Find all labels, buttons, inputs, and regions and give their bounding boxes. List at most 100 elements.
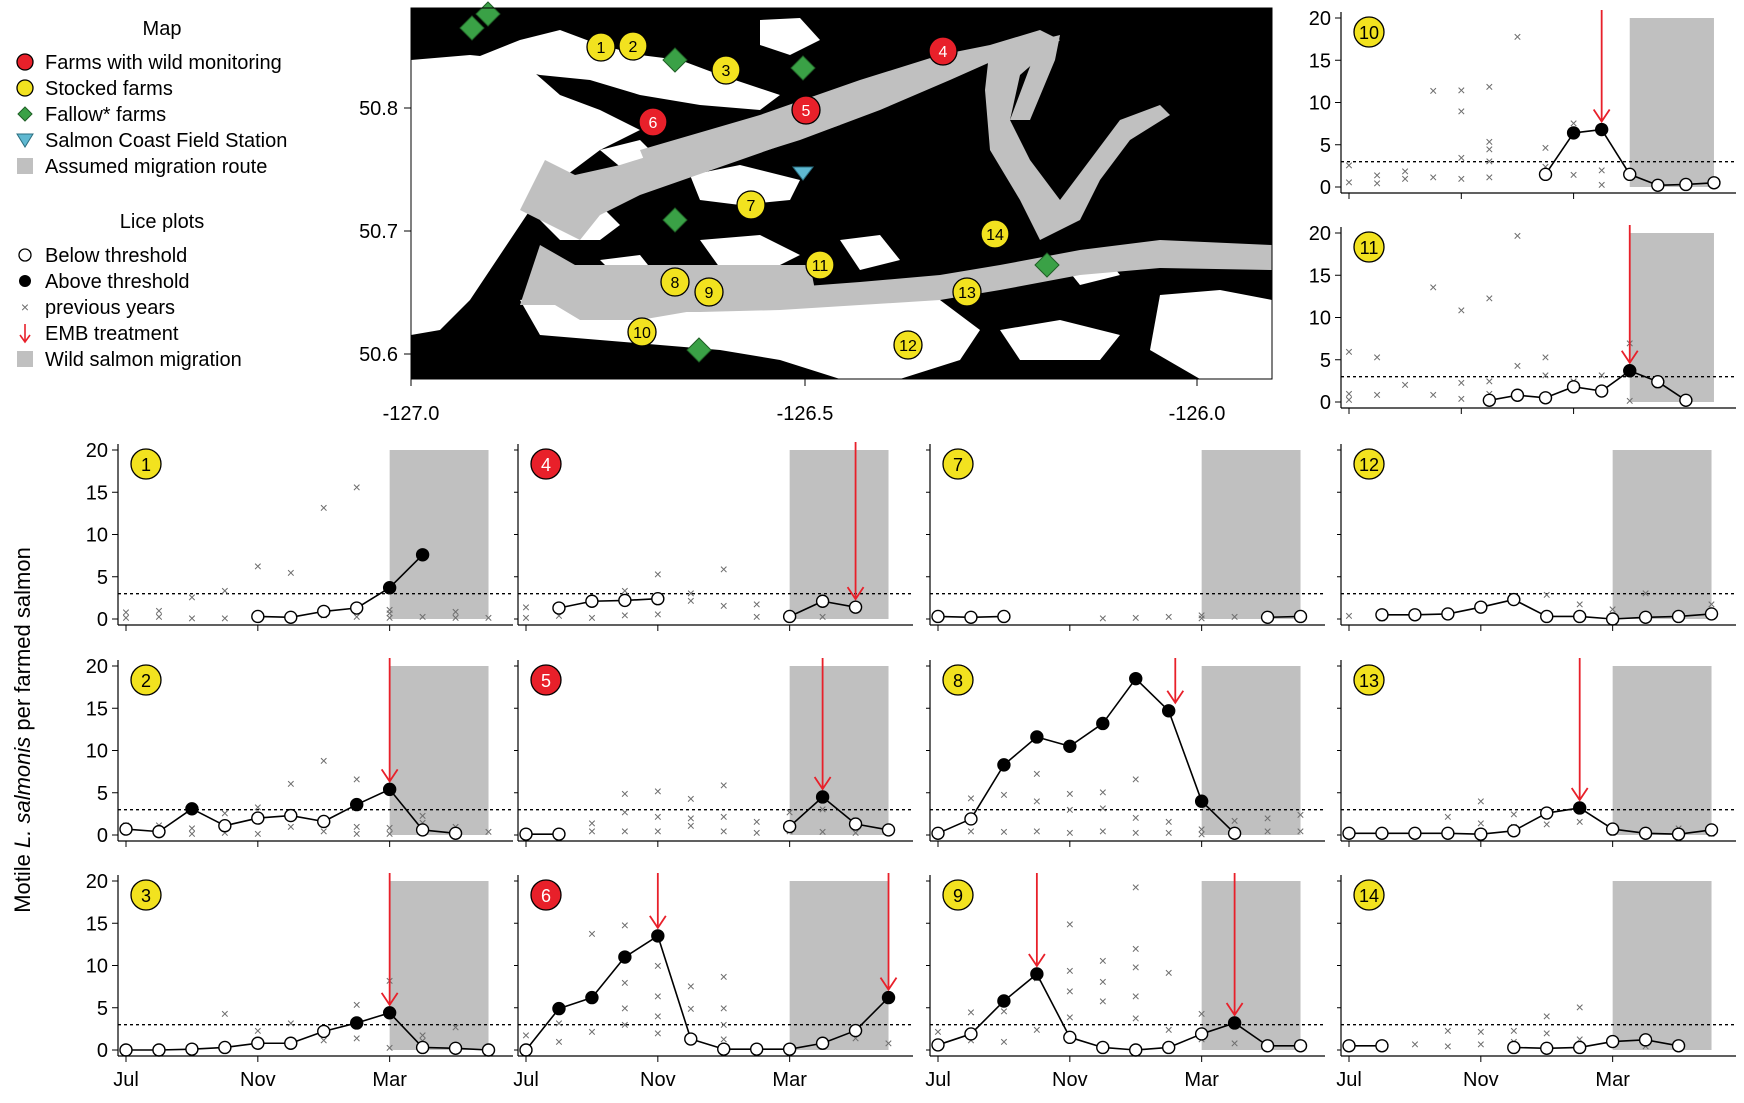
farm-marker-13: 13 [952,277,982,307]
above-threshold-point [1623,364,1637,378]
previous-year-point: × [851,1030,859,1046]
previous-year-point: × [1477,1023,1485,1039]
previous-year-point: × [188,820,196,836]
previous-year-point: × [1099,974,1107,990]
x-tick-label: Mar [1595,1069,1630,1091]
x-tick-label: Jul [925,1069,951,1091]
above-threshold-point [382,1006,397,1020]
previous-year-point: × [1099,784,1107,800]
migration-window [1201,450,1301,619]
below-threshold-point [1540,609,1554,624]
below-threshold-point [651,592,665,606]
series-line-segment [657,935,692,1040]
below-threshold-point [1679,393,1693,408]
farm-label: 10 [633,325,651,342]
previous-year-point: × [621,786,629,802]
y-tick-label: 0 [1320,392,1331,414]
map-x-tick-label: -126.0 [1169,403,1226,425]
field-station-icon [791,166,815,181]
previous-year-point: × [254,558,262,574]
previous-year-point: × [522,1027,530,1043]
previous-year-point: × [1485,133,1493,149]
farm-circle-icon [694,277,724,307]
below-threshold-point [1572,609,1587,624]
previous-year-point: × [386,1039,394,1055]
below-threshold-point [1096,1040,1110,1055]
grey-square-icon [17,158,33,174]
y-tick-label: 5 [97,567,108,589]
x-tick-label: Mar [1184,1069,1219,1091]
panel-farm-badge-icon [1353,16,1385,48]
previous-year-point: × [1345,608,1353,624]
previous-year-point: × [1457,391,1465,407]
fallow-farm-icon [662,47,688,73]
previous-year-point: × [1429,169,1437,185]
previous-year-point: × [621,974,629,990]
farm-circle-icon [586,32,616,62]
previous-year-point: × [451,609,459,625]
previous-year-point: × [1513,358,1521,374]
previous-year-point: × [155,608,163,624]
x-mark-icon: × [21,299,29,315]
below-threshold-point [284,1036,298,1050]
below-threshold-point [1638,826,1653,841]
emb-treatment-arrowhead [649,915,667,930]
series-line-segment [389,1012,424,1049]
y-tick-label: 5 [97,783,108,805]
migration-window [389,881,489,1050]
above-threshold-point [1572,801,1587,815]
previous-year-point: × [320,1032,328,1048]
previous-year-point: × [1345,386,1353,402]
previous-year-point: × [1263,810,1271,826]
legend-map-title: Map [143,18,182,40]
above-threshold-point [1096,716,1110,731]
red-circle-icon [16,53,34,71]
panel-farm-badge-icon [530,664,562,696]
y-tick-label: 15 [1309,265,1331,287]
farm-circle-icon [711,55,741,85]
previous-year-point: × [654,808,662,824]
previous-year-point: × [884,1035,892,1051]
previous-year-point: × [720,777,728,793]
below-threshold-point [1507,592,1521,607]
previous-year-point: × [320,823,328,839]
above-threshold-point [1129,671,1143,686]
previous-year-point: × [967,1004,975,1020]
previous-year-point: × [687,818,695,834]
below-threshold-point [448,1041,463,1056]
below-threshold-point [881,823,896,837]
lice-panel-5: ××××××××××××××××××××××××5 [514,658,913,847]
previous-year-point: × [555,1015,563,1031]
previous-year-point: × [221,610,229,626]
fallow-farm-icon [1034,252,1060,278]
panel-farm-id: 8 [953,671,963,691]
previous-year-point: × [1457,149,1465,165]
above-threshold-point [552,1001,566,1016]
panel-farm-badge-icon [1353,231,1385,263]
previous-year-point: × [588,823,596,839]
panel-farm-badge-icon [530,879,562,911]
farm-marker-10: 10 [627,317,657,347]
cyan-triangle-icon [16,133,34,148]
farm-circle-icon [805,250,835,280]
below-threshold-point [848,817,863,831]
previous-year-point: × [1066,1009,1074,1025]
above-threshold-point [382,581,397,595]
below-threshold-point [1594,384,1609,398]
legend-label: Above threshold [45,271,190,293]
previous-year-point: × [1457,171,1465,187]
below-threshold-point [1605,822,1620,836]
previous-year-point: × [1429,386,1437,402]
previous-year-point: × [1411,1036,1419,1052]
previous-year-point: × [1066,824,1074,840]
series-line-segment [1600,129,1631,175]
legend-item: Farms with wild monitoring [16,52,282,74]
below-threshold-point [1540,1041,1554,1056]
previous-year-point: × [1198,610,1206,626]
panel-farm-id: 3 [141,886,151,906]
farm-label: 3 [722,63,731,80]
below-threshold-point [152,1043,166,1057]
previous-year-point: × [1231,813,1239,829]
